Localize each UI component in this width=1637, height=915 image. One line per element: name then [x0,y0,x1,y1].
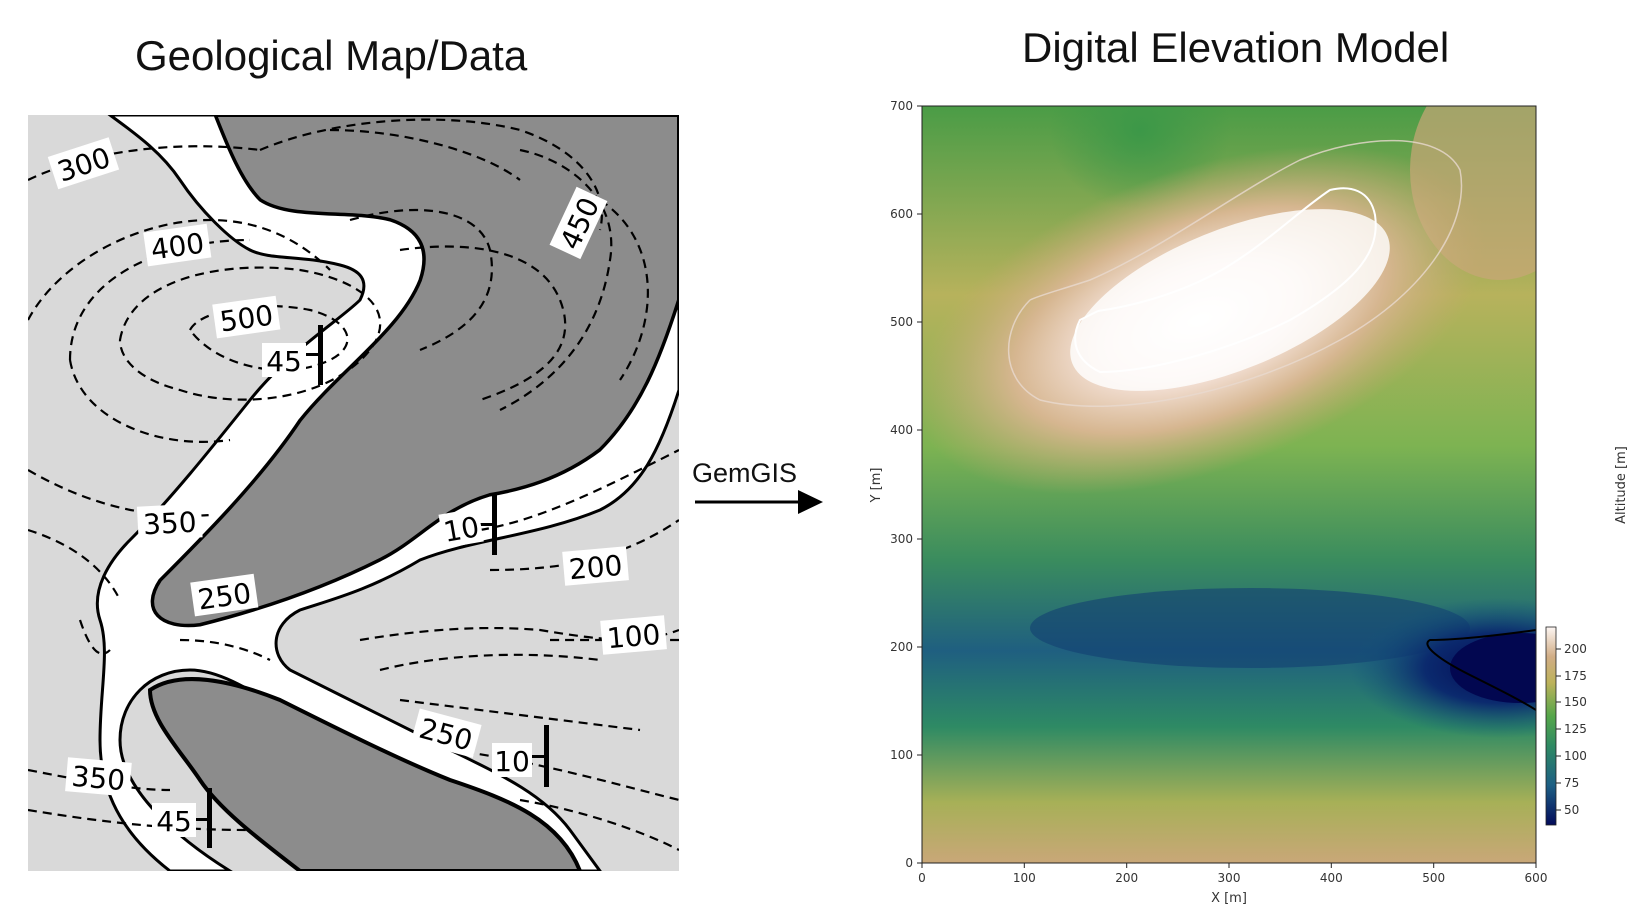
contour-label: 10 [494,745,530,778]
arrow-icon [695,490,823,514]
y-axis: 0 100 200 300 400 500 600 700 Y [m] [869,99,922,870]
contour-label: 200 [568,549,624,587]
x-axis-label: X [m] [1211,891,1247,906]
contour-lines [28,118,679,851]
colorbar-tick-label: 100 [1564,749,1587,763]
colorbar-tick-label: 200 [1564,642,1587,656]
x-tick-label: 300 [1218,871,1241,885]
x-tick-label: 200 [1115,871,1138,885]
y-tick-label: 200 [890,640,913,654]
y-tick-label: 700 [890,99,913,113]
contour-label: 350 [142,506,197,542]
colorbar-tick-label: 50 [1564,803,1579,817]
x-tick-label: 500 [1422,871,1445,885]
contour-label: 45 [156,805,192,838]
y-tick-label: 500 [890,315,913,329]
colorbar-tick-label: 175 [1564,669,1587,683]
lower-dark-unit [147,677,583,871]
x-axis: 0 100 200 300 400 500 600 X [m] [918,863,1547,906]
contour-label: 400 [149,226,207,266]
strike-dip-symbols [195,325,549,848]
y-tick-label: 600 [890,207,913,221]
geological-map-title: Geological Map/Data [135,32,528,79]
contour-label: 350 [70,760,126,798]
colorbar-tick-label: 125 [1564,722,1587,736]
contour-label: 100 [606,618,662,656]
y-axis-label: Y [m] [869,468,884,504]
contour-mid [1008,139,1463,408]
y-tick-label: 400 [890,423,913,437]
y-tick-label: 300 [890,532,913,546]
dem-raster [922,106,1536,863]
dem-title: Digital Elevation Model [1022,24,1450,71]
x-tick-label: 400 [1320,871,1343,885]
contour-label: 45 [266,345,302,378]
contour-label: 250 [196,576,254,616]
colorbar-tick-label: 150 [1564,695,1587,709]
contour-low [1426,629,1536,711]
colorbar-ticks: 200 175 150 125 100 75 50 [1556,642,1587,817]
colorbar-label: Altitude [m] [1614,446,1629,524]
y-tick-label: 0 [905,856,913,870]
contour-high [1074,187,1377,374]
colorbar-tick-label: 75 [1564,776,1579,790]
y-tick-label: 100 [890,748,913,762]
colorbar: 200 175 150 125 100 75 50 Altitude [m] [1545,446,1629,826]
contour-label: 500 [218,298,276,338]
contour-label: 10 [441,510,482,549]
white-band-upper [95,115,679,871]
x-tick-label: 600 [1525,871,1548,885]
x-tick-label: 0 [918,871,926,885]
arrow-label: GemGIS [692,458,798,488]
x-tick-label: 100 [1013,871,1036,885]
